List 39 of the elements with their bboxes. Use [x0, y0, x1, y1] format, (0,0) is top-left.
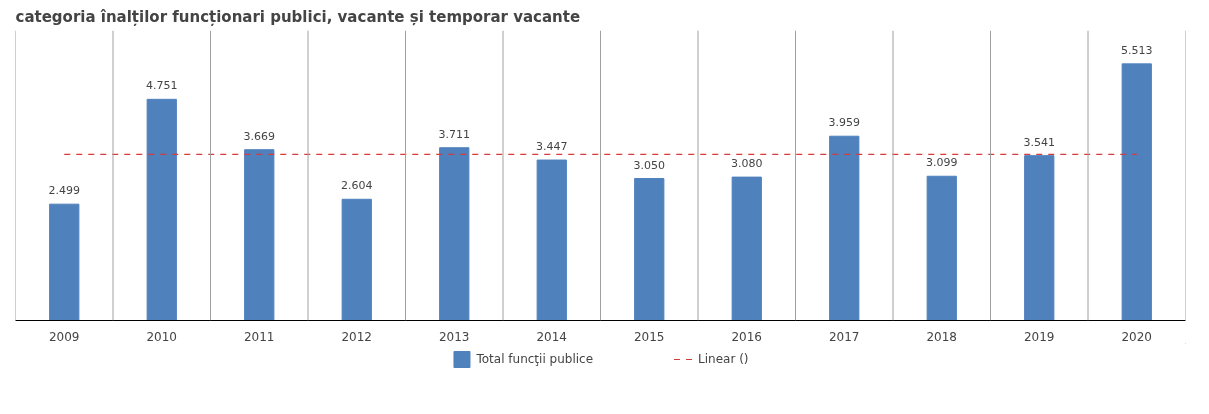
chart-title: categoria înalților funcționari publici, vacante și temporar vacante: [15, 7, 581, 26]
x-tick-label: 2016: [731, 329, 763, 344]
x-tick-label: 2018: [926, 329, 958, 344]
bar: [1024, 155, 1055, 321]
x-tick-label: 2011: [243, 329, 275, 344]
x-tick-label: 2009: [48, 329, 80, 344]
data-label: 3.669: [243, 129, 275, 143]
x-tick-label: 2020: [1121, 329, 1153, 344]
x-tick-label: 2012: [341, 329, 373, 344]
data-label: 4.751: [146, 79, 178, 93]
data-label: 3.080: [731, 157, 763, 171]
data-label: 3.711: [438, 127, 470, 141]
x-tick-label: 2019: [1023, 329, 1055, 344]
bar: [439, 147, 470, 321]
data-label: 3.541: [1023, 135, 1055, 149]
x-tick-label: 2015: [633, 329, 665, 344]
legend-label: Total funcţii publice: [476, 352, 594, 366]
data-label: 3.050: [633, 158, 665, 172]
bar: [244, 149, 275, 321]
bar: [146, 98, 177, 321]
data-label: 3.959: [828, 116, 860, 130]
x-tick-label: 2013: [438, 329, 470, 344]
x-tick-label: 2014: [536, 329, 568, 344]
data-label: 2.604: [341, 179, 373, 193]
bar: [731, 176, 762, 321]
x-tick-label: 2010: [146, 329, 178, 344]
bar: [341, 198, 372, 321]
data-label: 5.513: [1121, 43, 1153, 57]
x-tick-label: 2017: [828, 329, 860, 344]
bar: [634, 178, 665, 321]
bar: [1121, 63, 1152, 321]
bar: [829, 135, 860, 321]
data-label: 3.447: [536, 140, 568, 154]
legend-label: Linear (): [698, 352, 749, 366]
bar: [536, 159, 567, 321]
data-label: 3.099: [926, 156, 958, 170]
data-label: 2.499: [48, 184, 80, 198]
bar: [49, 203, 80, 321]
bar: [926, 175, 957, 321]
